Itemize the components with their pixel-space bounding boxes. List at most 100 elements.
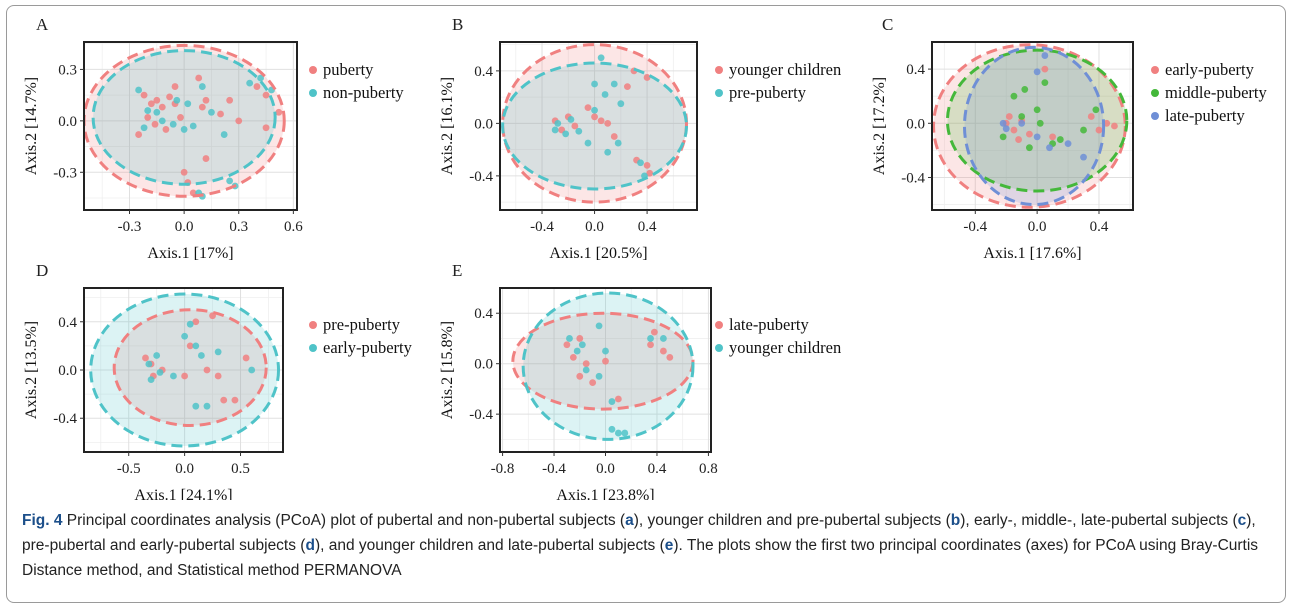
- y-axis-label: Axis.2 [17.2%]: [871, 77, 888, 175]
- data-point: [169, 120, 177, 128]
- data-point: [1015, 136, 1022, 143]
- data-point: [140, 124, 148, 132]
- ellipse-fill-1: [502, 63, 687, 189]
- data-point: [242, 354, 250, 362]
- x-tick-label: 0.0: [585, 219, 604, 235]
- y-tick-label: -0.4: [469, 169, 493, 185]
- data-point: [153, 108, 161, 116]
- data-point: [591, 80, 598, 88]
- panel-e: E -0.8 -0.4 0.0 0.4 0.8 -0.4 0.0 0.4 Axis.1 [23.8…: [439, 261, 841, 500]
- data-point: [566, 335, 573, 342]
- data-point: [1092, 106, 1100, 114]
- y-tick-label: 0.0: [474, 357, 493, 373]
- data-point: [203, 402, 211, 410]
- y-tick-label: 0.3: [58, 62, 77, 78]
- x-tick-label: 0.5: [231, 461, 250, 477]
- x-tick-label: 0.0: [596, 461, 615, 477]
- data-point: [584, 139, 592, 147]
- data-point: [999, 119, 1007, 127]
- data-point: [202, 155, 210, 162]
- data-point: [1018, 113, 1026, 120]
- ellipse-outline-1: [521, 291, 695, 441]
- plot-border: [83, 41, 298, 211]
- x-tick-label: 0.3: [229, 219, 248, 235]
- plot-border: [931, 41, 1134, 211]
- data-point: [608, 398, 616, 405]
- data-point: [597, 117, 605, 125]
- y-tick-label: 0.0: [906, 116, 925, 132]
- x-tick-label: -0.3: [118, 219, 142, 235]
- legend-label: non-puberty: [323, 83, 404, 102]
- ellipse-outline-0: [511, 311, 695, 411]
- y-tick-label: 0.4: [58, 315, 77, 331]
- data-point: [186, 320, 194, 328]
- data-point: [999, 133, 1007, 141]
- data-point: [220, 131, 228, 138]
- data-point: [184, 100, 192, 108]
- legend-label: early-puberty: [1165, 60, 1255, 79]
- legend-label: middle-puberty: [1165, 83, 1267, 102]
- ellipse-outline-0: [501, 43, 688, 204]
- data-point: [192, 342, 200, 350]
- data-point: [601, 91, 609, 98]
- legend-label: early-puberty: [323, 338, 413, 357]
- caption-ref-e: e: [664, 537, 674, 554]
- legend: early-puberty middle-puberty late-puberty: [1151, 60, 1267, 125]
- y-tick-label: -0.4: [469, 407, 493, 423]
- data-point: [614, 139, 622, 147]
- data-point: [166, 93, 173, 101]
- panel-c: C -0.4 0.0 0.4 -0.4 0.0 0.4 Axis.1 [17.6%] Axis.…: [871, 15, 1267, 262]
- data-point: [567, 116, 575, 123]
- legend-label: pre-puberty: [729, 83, 807, 102]
- data-point: [595, 372, 603, 380]
- x-axis-label: Axis.1 [17%]: [147, 245, 233, 262]
- legend-swatch: [715, 89, 723, 97]
- legend-label: younger children: [729, 338, 841, 357]
- data-point: [569, 353, 577, 361]
- legend-label: late-puberty: [729, 315, 809, 334]
- data-point: [246, 79, 254, 87]
- x-tick-label: -0.4: [963, 219, 987, 235]
- data-point: [208, 108, 215, 116]
- data-point: [1111, 122, 1118, 130]
- ellipse-outline-1: [501, 61, 688, 191]
- data-point: [153, 96, 161, 104]
- data-point: [623, 83, 631, 91]
- x-axis-label: Axis.1 [20.5%]: [549, 245, 647, 262]
- legend: younger children pre-puberty: [715, 60, 841, 102]
- data-point: [177, 114, 184, 121]
- caption-text-3: ), early-, middle-, late-pubertal subjec…: [960, 512, 1238, 529]
- data-point: [584, 104, 592, 112]
- x-axis-label: Axis.1 [23.8%]: [556, 487, 654, 500]
- data-point: [617, 100, 625, 108]
- data-point: [147, 376, 155, 384]
- data-point: [1033, 106, 1041, 114]
- data-point: [1064, 140, 1072, 148]
- data-point: [666, 353, 674, 361]
- x-tick-label: 0.4: [638, 219, 657, 235]
- data-point: [554, 119, 562, 127]
- legend-swatch: [309, 89, 317, 97]
- y-tick-label: 0.4: [474, 306, 493, 322]
- legend-swatch: [715, 321, 723, 329]
- data-point: [217, 110, 224, 118]
- data-point: [591, 106, 598, 114]
- x-tick-label: -0.4: [530, 219, 554, 235]
- x-tick-label: -0.4: [542, 461, 566, 477]
- y-tick-label: 0.0: [58, 363, 77, 379]
- panel-letter: D: [36, 261, 48, 280]
- data-point: [1018, 119, 1026, 127]
- panel-d: D -0.5 0.0 0.5 -0.4 0.0 0.4 Axis.1 [24.1%] Axis.…: [23, 261, 413, 500]
- data-point: [621, 429, 629, 437]
- data-point: [1046, 144, 1053, 152]
- legend: pre-puberty early-puberty: [309, 315, 413, 357]
- data-point: [231, 396, 239, 404]
- caption-ref-a: a: [625, 512, 634, 529]
- panel-b: B -0.4 0.0 0.4 -0.4 0.0 0.4 Axis.1 [20.5%] Axis.…: [439, 15, 841, 262]
- x-tick-label: -0.8: [491, 461, 515, 477]
- data-point: [1010, 126, 1018, 134]
- data-point: [576, 372, 584, 380]
- data-point: [643, 161, 651, 169]
- panel-letter: C: [882, 15, 893, 34]
- data-point: [1041, 52, 1049, 59]
